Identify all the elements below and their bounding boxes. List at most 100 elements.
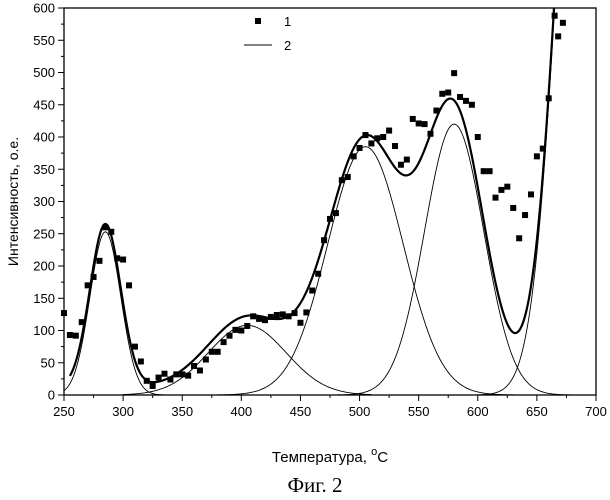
data-point (138, 358, 144, 364)
data-point (191, 363, 197, 369)
data-point (114, 255, 120, 261)
data-point (280, 311, 286, 317)
data-point (469, 102, 475, 108)
y-tick-label: 400 (33, 130, 55, 145)
data-point (374, 135, 380, 141)
figure-caption: Фиг. 2 (287, 473, 342, 497)
data-point (67, 332, 73, 338)
legend-label-1: 1 (284, 14, 291, 29)
y-tick-label: 300 (33, 194, 55, 209)
data-point (493, 195, 499, 201)
data-point (227, 333, 233, 339)
y-tick-label: 150 (33, 291, 55, 306)
data-point (487, 168, 493, 174)
data-point (546, 95, 552, 101)
data-point (321, 237, 327, 243)
data-point (410, 116, 416, 122)
data-point (439, 91, 445, 97)
y-tick-label: 0 (48, 388, 55, 403)
data-point (463, 98, 469, 104)
data-point (357, 145, 363, 151)
data-point (351, 153, 357, 159)
data-point (481, 168, 487, 174)
data-point (232, 327, 238, 333)
data-point (392, 143, 398, 149)
legend-marker-square (255, 18, 261, 24)
data-point (345, 174, 351, 180)
data-point (244, 323, 250, 329)
x-axis-label: Температура, оС (272, 446, 388, 466)
data-point (451, 70, 457, 76)
data-point (209, 349, 215, 355)
data-point (96, 258, 102, 264)
x-tick-label: 450 (290, 404, 312, 419)
x-tick-label: 300 (112, 404, 134, 419)
data-point (386, 128, 392, 134)
data-point (416, 120, 422, 126)
data-point (144, 378, 150, 384)
x-tick-label: 700 (585, 404, 607, 419)
legend-label-2: 2 (284, 38, 291, 53)
y-tick-label: 550 (33, 33, 55, 48)
y-tick-label: 600 (33, 1, 55, 16)
y-tick-label: 100 (33, 323, 55, 338)
data-point (238, 328, 244, 334)
data-point (555, 33, 561, 39)
data-point (540, 146, 546, 152)
data-point (173, 371, 179, 377)
data-point (79, 319, 85, 325)
data-point (534, 153, 540, 159)
data-point (256, 316, 262, 322)
data-point (510, 205, 516, 211)
data-point (522, 212, 528, 218)
data-point (61, 310, 67, 316)
data-point (262, 317, 268, 323)
data-point (203, 357, 209, 363)
data-point (309, 288, 315, 294)
data-point (179, 371, 185, 377)
data-point (504, 184, 510, 190)
data-point (161, 371, 167, 377)
data-point (433, 108, 439, 114)
y-tick-label: 500 (33, 65, 55, 80)
data-point (445, 89, 451, 95)
data-point (516, 235, 522, 241)
x-tick-label: 500 (349, 404, 371, 419)
data-point (427, 131, 433, 137)
data-point (398, 162, 404, 168)
data-point (102, 224, 108, 230)
data-point (156, 375, 162, 381)
data-point (339, 177, 345, 183)
x-axis-label-unit: С (377, 449, 388, 466)
x-tick-label: 650 (526, 404, 548, 419)
data-point (327, 216, 333, 222)
data-point (274, 312, 280, 318)
x-tick-label: 600 (467, 404, 489, 419)
data-point (475, 134, 481, 140)
data-point (150, 383, 156, 389)
data-point (303, 309, 309, 315)
data-point (333, 210, 339, 216)
y-axis-label: Интенсивность, о.е. (5, 137, 21, 266)
y-tick-label: 450 (33, 97, 55, 112)
data-point (215, 349, 221, 355)
data-point (167, 377, 173, 383)
x-tick-label: 550 (408, 404, 430, 419)
x-axis-label-text: Температура, (272, 449, 371, 466)
data-point (108, 229, 114, 235)
x-tick-label: 350 (171, 404, 193, 419)
data-point (528, 191, 534, 197)
data-point (498, 187, 504, 193)
data-point (197, 367, 203, 373)
y-tick-label: 350 (33, 162, 55, 177)
data-point (315, 271, 321, 277)
x-tick-label: 250 (53, 404, 75, 419)
data-point (368, 140, 374, 146)
data-point (132, 344, 138, 350)
y-tick-label: 250 (33, 226, 55, 241)
data-point (250, 313, 256, 319)
data-point (404, 157, 410, 163)
data-point (297, 320, 303, 326)
